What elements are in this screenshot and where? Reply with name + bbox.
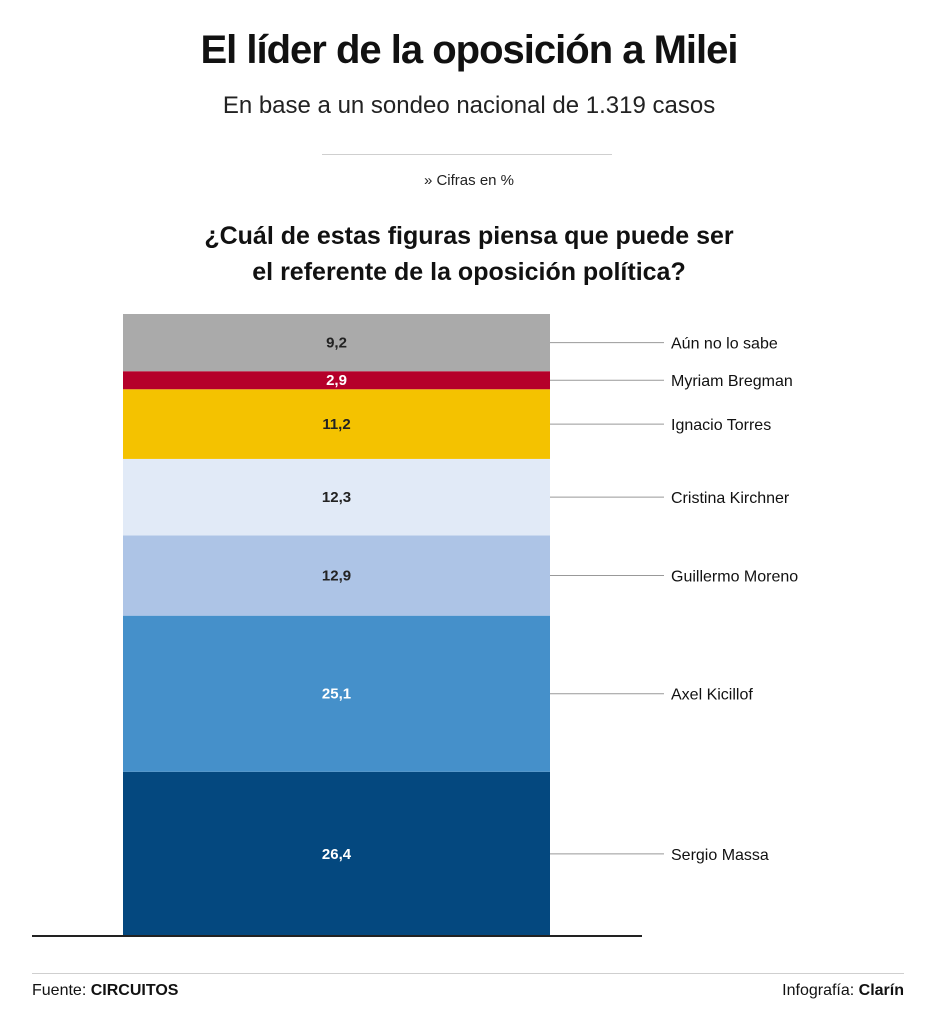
units-note: » Cifras en %	[423, 172, 515, 189]
category-label-myriam-bregman: Myriam Bregman	[671, 373, 793, 390]
chart-title: El líder de la oposición a Milei	[200, 28, 738, 72]
footer-divider	[32, 973, 904, 974]
bar-segment-guillermo-moreno	[123, 535, 550, 616]
bar-segment-aun-no-lo-sabe	[123, 314, 550, 372]
category-label-guillermo-moreno: Guillermo Moreno	[671, 569, 798, 586]
value-label-ignacio-torres: 11,2	[322, 416, 350, 433]
source-prefix: Fuente:	[32, 982, 87, 999]
value-label-axel-kicillof: 25,1	[322, 686, 351, 703]
category-label-ignacio-torres: Ignacio Torres	[671, 417, 771, 434]
value-label-guillermo-moreno: 12,9	[322, 568, 351, 585]
category-label-cristina-kirchner: Cristina Kirchner	[671, 490, 790, 507]
credit-prefix: Infografía:	[782, 982, 855, 999]
value-label-sergio-massa: 26,4	[322, 846, 352, 863]
source-name: CIRCUITOS	[90, 982, 179, 999]
bar-segment-myriam-bregman	[123, 371, 550, 390]
bar-segment-ignacio-torres	[123, 389, 550, 459]
credit-name: Clarín	[858, 982, 904, 999]
bar-segment-axel-kicillof	[123, 615, 550, 772]
divider	[322, 154, 612, 155]
question-line-2: el referente de la oposición política?	[252, 258, 686, 286]
infographic-credit: Infografía: Clarín	[782, 982, 904, 1000]
bar-segment-sergio-massa	[123, 771, 550, 936]
question-text: ¿Cuál de estas figuras piensa que puede …	[0, 218, 938, 290]
question-line-1: ¿Cuál de estas figuras piensa que puede …	[204, 222, 734, 250]
chart-subtitle: En base a un sondeo nacional de 1.319 ca…	[222, 92, 716, 119]
category-label-sergio-massa: Sergio Massa	[671, 847, 769, 864]
value-label-myriam-bregman: 2,9	[326, 372, 347, 389]
value-label-cristina-kirchner: 12,3	[322, 489, 351, 506]
source-credit: Fuente: CIRCUITOS	[32, 982, 178, 1000]
stacked-bar-chart: 26,4 Sergio Massa 25,1 Axel Kicillof 12,9 Gui…	[32, 314, 798, 937]
category-label-aun-no-lo-sabe: Aún no lo sabe	[671, 336, 778, 353]
bar-segment-cristina-kirchner	[123, 458, 550, 536]
category-label-axel-kicillof: Axel Kicillof	[671, 687, 753, 704]
value-label-aun-no-lo-sabe: 9,2	[326, 335, 347, 352]
